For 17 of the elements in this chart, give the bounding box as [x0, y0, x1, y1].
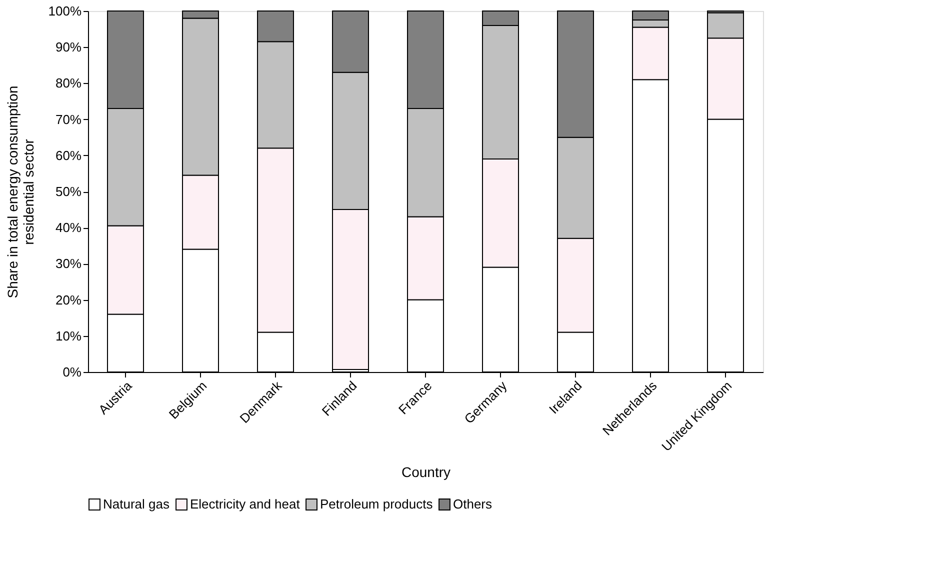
y-tick-label: 30%: [55, 256, 82, 272]
legend-label: Petroleum products: [320, 496, 434, 512]
legend-label: Electricity and heat: [190, 496, 300, 512]
x-axis-title: Country: [401, 464, 451, 480]
y-tick-label: 0%: [62, 364, 82, 380]
y-tick-label: 70%: [55, 112, 82, 127]
y-tick-label: 100%: [48, 4, 82, 18]
y-tick-label: 50%: [55, 184, 82, 199]
y-tick-label: 60%: [55, 148, 82, 163]
legend-label: Others: [453, 496, 493, 512]
y-tick-label: 80%: [55, 76, 82, 91]
legend-label: Natural gas: [103, 496, 170, 512]
y-tick-label: 40%: [55, 220, 82, 236]
y-tick-label: 90%: [55, 40, 82, 55]
y-axis-title: Share in total energy consumption residential sector: [4, 86, 36, 298]
y-tick-label: 10%: [55, 328, 82, 344]
y-tick-label: 20%: [55, 292, 82, 308]
